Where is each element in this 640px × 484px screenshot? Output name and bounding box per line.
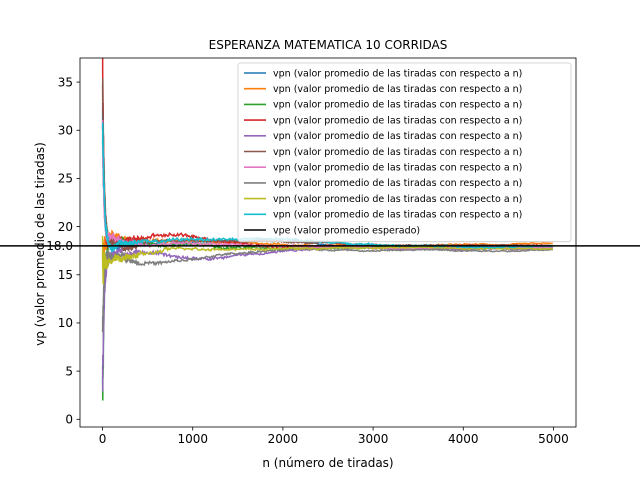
legend: vpn (valor promedio de las tiradas con r… bbox=[237, 62, 572, 243]
x-tick-label: 3000 bbox=[358, 432, 389, 446]
legend-label-7: vpn (valor promedio de las tiradas con r… bbox=[273, 163, 522, 174]
y-tick-label: 15 bbox=[58, 268, 73, 282]
legend-label-10: vpn (valor promedio de las tiradas con r… bbox=[273, 210, 522, 221]
x-tick-label: 5000 bbox=[538, 432, 569, 446]
series-line-9 bbox=[101, 235, 554, 285]
y-tick-label: 30 bbox=[58, 124, 73, 138]
x-tick-label: 2000 bbox=[268, 432, 299, 446]
y-tick-label: 0 bbox=[65, 413, 73, 427]
x-tick-label: 1000 bbox=[177, 432, 208, 446]
legend-label-11: vpe (valor promedio esperado) bbox=[273, 225, 420, 236]
axes-frame bbox=[79, 57, 577, 428]
y-tick-label: 10 bbox=[58, 316, 73, 330]
legend-label-2: vpn (valor promedio de las tiradas con r… bbox=[273, 84, 522, 95]
chart-title: ESPERANZA MATEMATICA 10 CORRIDAS bbox=[209, 38, 448, 52]
x-tick-label: 4000 bbox=[448, 432, 479, 446]
y-tick-label: 35 bbox=[58, 75, 73, 89]
series-line-5 bbox=[101, 246, 554, 392]
legend-box bbox=[237, 62, 572, 243]
legend-label-3: vpn (valor promedio de las tiradas con r… bbox=[273, 100, 522, 111]
legend-label-4: vpn (valor promedio de las tiradas con r… bbox=[273, 115, 522, 126]
y-tick-label: 25 bbox=[58, 172, 73, 186]
legend-label-1: vpn (valor promedio de las tiradas con r… bbox=[273, 68, 522, 79]
legend-label-8: vpn (valor promedio de las tiradas con r… bbox=[273, 178, 522, 189]
x-axis-label: n (número de tiradas) bbox=[262, 456, 393, 470]
y-tick-label: 5 bbox=[65, 364, 73, 378]
legend-label-6: vpn (valor promedio de las tiradas con r… bbox=[273, 147, 522, 158]
y-tick-label: 20 bbox=[58, 220, 73, 234]
y-axis-label: vp (valor promedio de las tiradas) bbox=[33, 142, 47, 346]
legend-label-9: vpn (valor promedio de las tiradas con r… bbox=[273, 194, 522, 205]
legend-label-5: vpn (valor promedio de las tiradas con r… bbox=[273, 131, 522, 142]
x-tick-label: 0 bbox=[99, 432, 107, 446]
